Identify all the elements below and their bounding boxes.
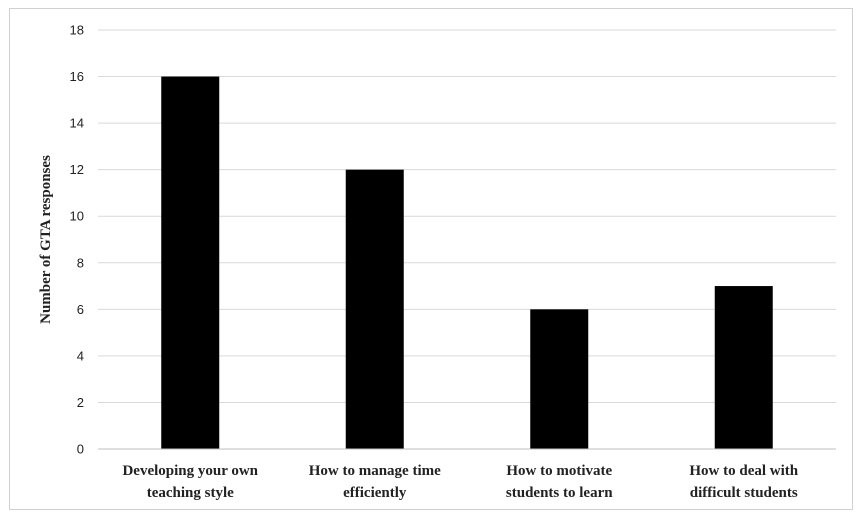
bar: [714, 286, 773, 449]
bars: [161, 76, 773, 450]
y-tick-label: 10: [70, 209, 84, 224]
x-category-label: How to motivate students to learn: [506, 463, 613, 501]
y-tick-label: 8: [77, 255, 84, 270]
chart-frame: [9, 8, 853, 510]
y-axis-title: Number of GTA responses: [38, 155, 54, 324]
y-tick-label: 4: [77, 348, 84, 363]
y-tick-label: 6: [77, 302, 84, 317]
x-category-label: How to manage time efficiently: [309, 463, 441, 501]
y-tick-label: 16: [70, 69, 84, 84]
bar: [530, 309, 589, 449]
x-category-label: Developing your own teaching style: [122, 463, 258, 501]
bar: [345, 169, 404, 449]
y-tick-label: 0: [77, 442, 84, 457]
x-category-labels: Developing your own teaching style How to …: [122, 463, 798, 501]
y-tick-labels: 0 2 4 6 8 10 12 14 16 18: [70, 23, 84, 457]
x-category-label: How to deal with difficult students: [689, 463, 798, 501]
y-tick-label: 2: [77, 395, 84, 410]
y-tick-label: 14: [70, 116, 84, 131]
gridlines: [98, 29, 836, 403]
bar: [161, 76, 220, 450]
y-tick-label: 18: [70, 23, 84, 38]
y-tick-label: 12: [70, 162, 84, 177]
